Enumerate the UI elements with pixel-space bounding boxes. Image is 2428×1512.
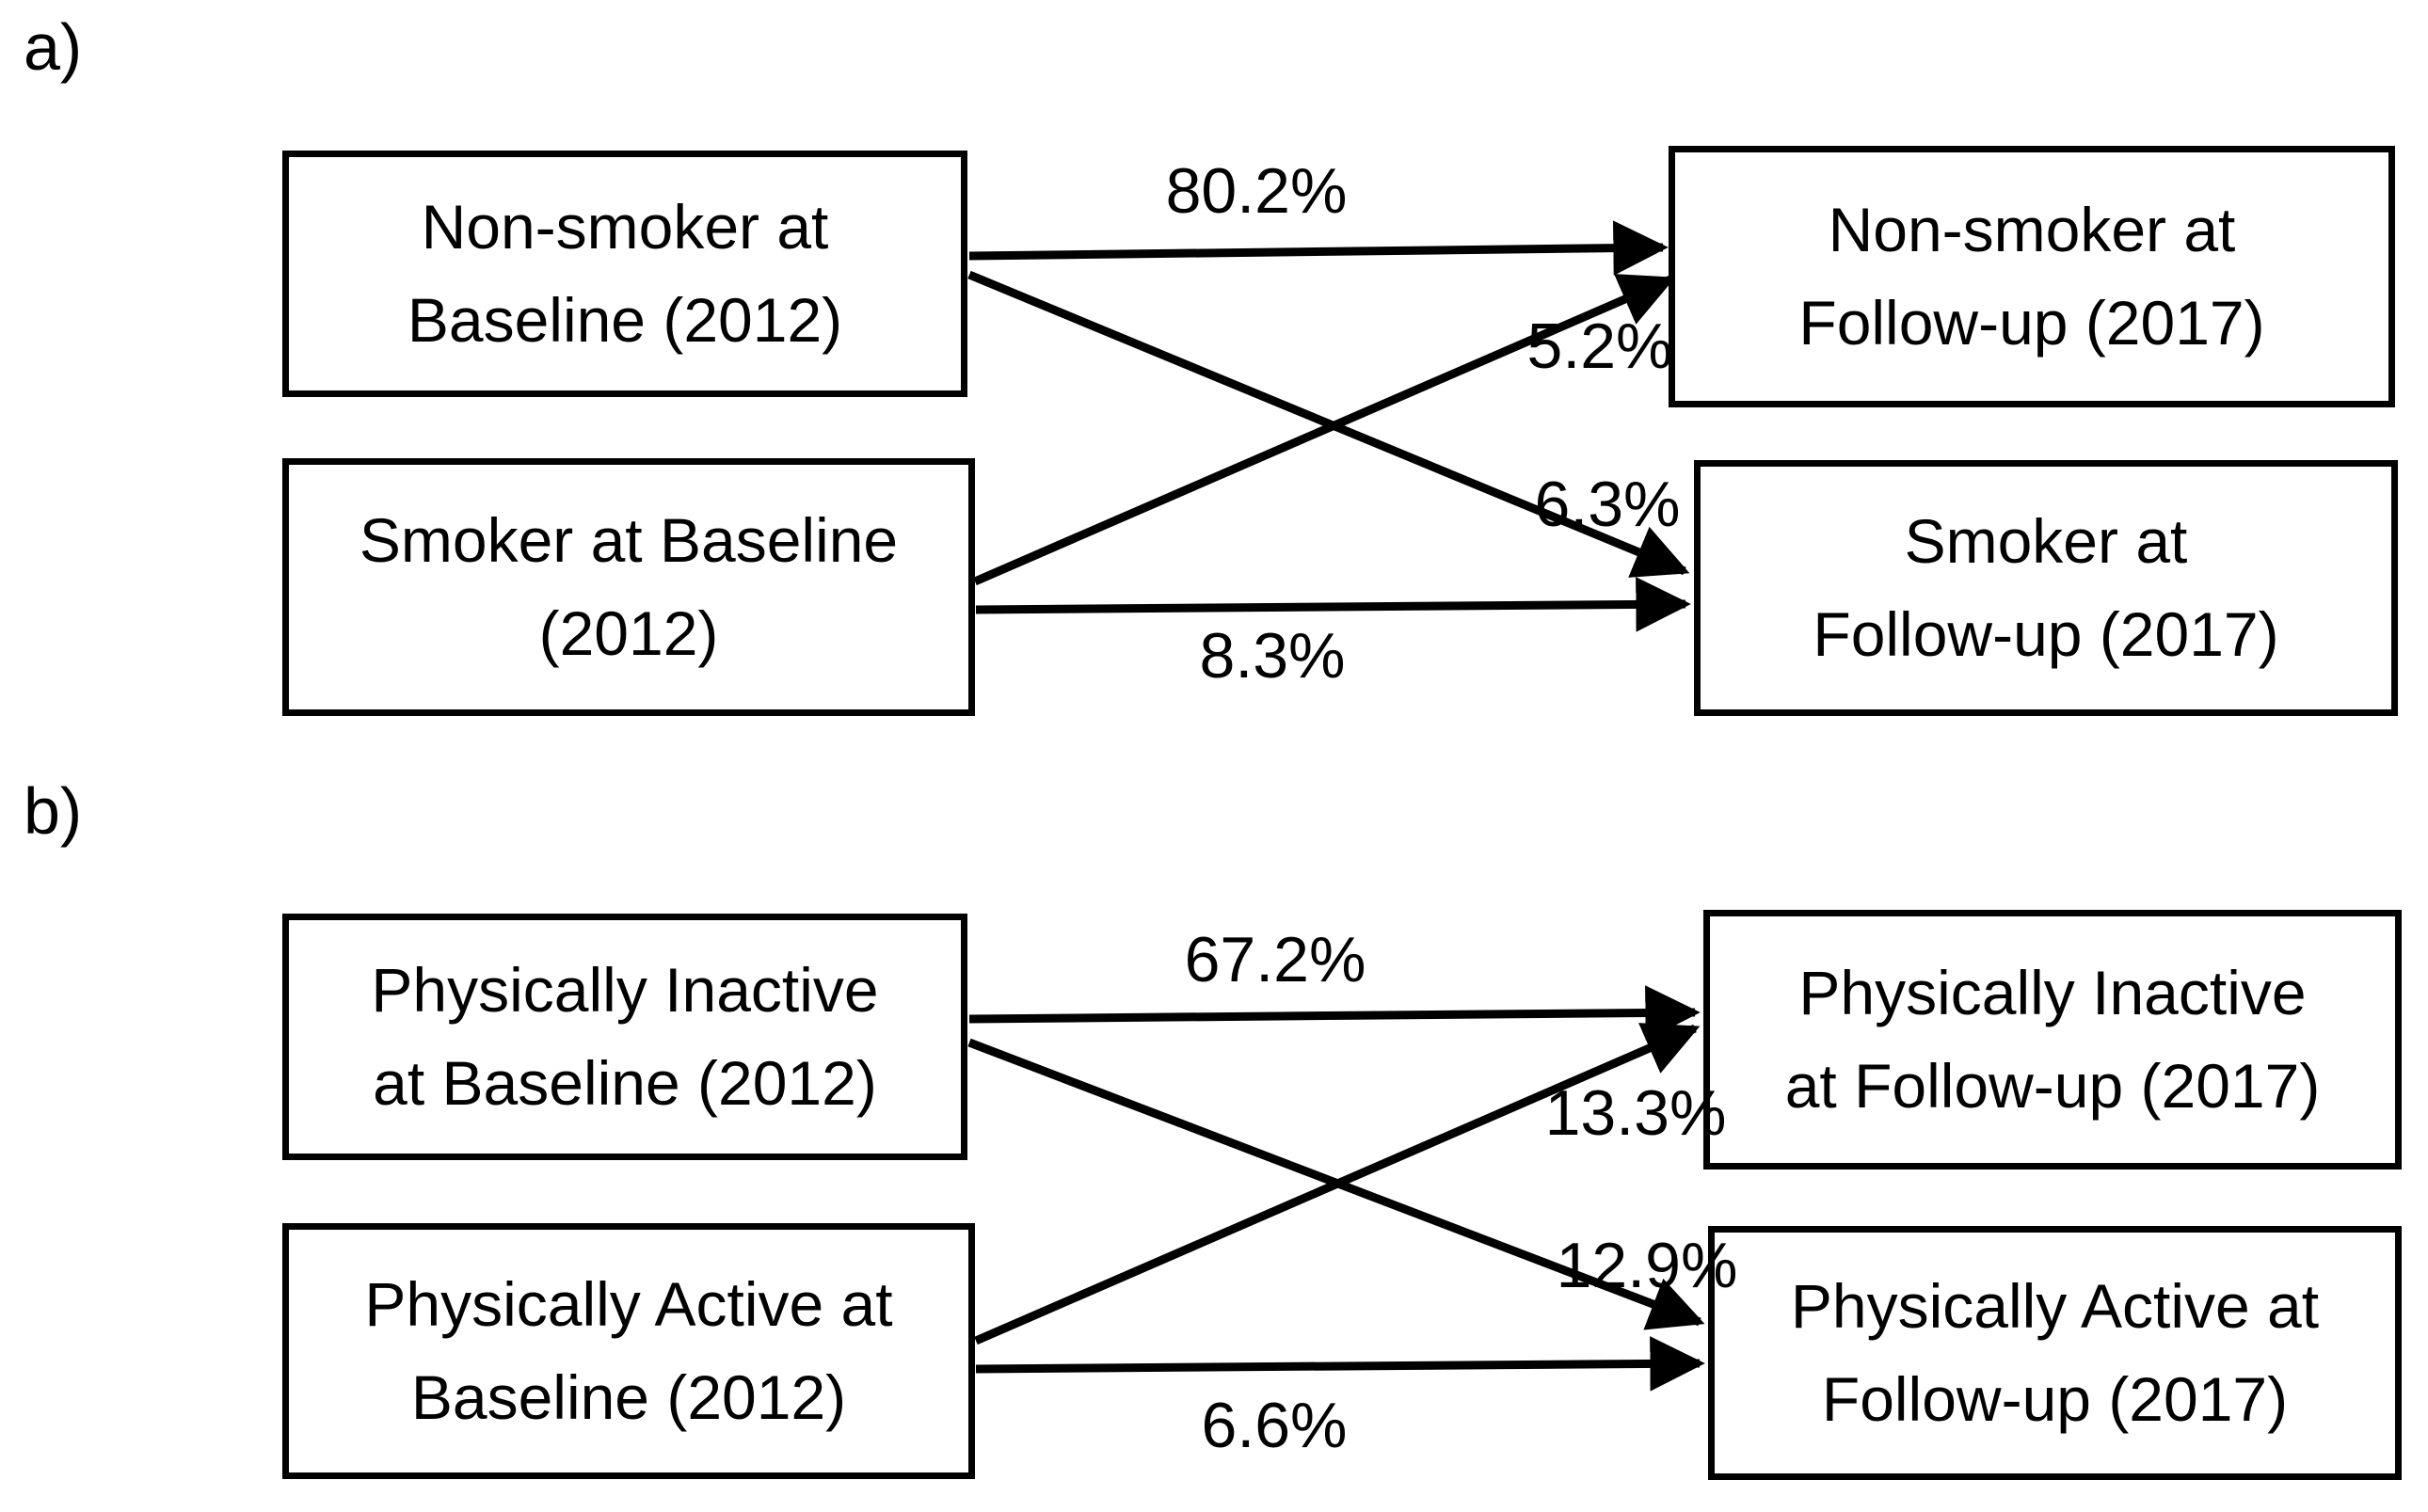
arrow-label-a-nonsmoker-to-smoker: 6.3% — [1534, 469, 1681, 540]
arrow-label-a-nonsmoker-to-nonsmoker: 80.2% — [1165, 155, 1348, 227]
arrow-a-nonsmoker-to-nonsmoker — [968, 220, 1669, 276]
arrow-label-b-active-to-active: 6.6% — [1201, 1390, 1348, 1461]
arrow-label-b-inactive-to-active: 12.9% — [1556, 1230, 1738, 1301]
arrow-a-smoker-to-nonsmoker — [973, 274, 1676, 586]
box-active-followup: Physically Active at Follow-up (2017) — [1708, 1226, 2402, 1480]
box-nonsmoker-baseline-label: Non-smoker at Baseline (2012) — [407, 192, 843, 355]
arrow-label-a-smoker-to-nonsmoker: 5.2% — [1526, 310, 1673, 382]
box-inactive-followup-label: Physically Inactive at Follow-up (2017) — [1784, 958, 2321, 1121]
panel-b-label: b) — [24, 774, 83, 848]
arrow-b-active-to-active — [975, 1336, 1705, 1392]
arrow-a-nonsmoker-to-smoker — [967, 270, 1690, 578]
panel-a-label: a) — [24, 10, 83, 84]
box-active-baseline-label: Physically Active at Baseline (2012) — [364, 1269, 893, 1432]
arrow-b-inactive-to-active — [967, 1038, 1705, 1330]
box-smoker-baseline: Smoker at Baseline (2012) — [282, 458, 975, 716]
box-smoker-followup-label: Smoker at Follow-up (2017) — [1813, 506, 2279, 669]
box-inactive-baseline-label: Physically Inactive at Baseline (2012) — [371, 955, 879, 1118]
arrow-b-inactive-to-inactive — [968, 985, 1701, 1041]
box-active-baseline: Physically Active at Baseline (2012) — [282, 1223, 975, 1479]
box-nonsmoker-followup: Non-smoker at Follow-up (2017) — [1669, 146, 2395, 407]
arrow-label-b-active-to-inactive: 13.3% — [1544, 1077, 1727, 1149]
arrow-label-b-inactive-to-inactive: 67.2% — [1184, 924, 1366, 995]
box-nonsmoker-followup-label: Non-smoker at Follow-up (2017) — [1798, 195, 2265, 358]
arrow-label-a-smoker-to-smoker: 8.3% — [1199, 620, 1346, 692]
arrow-a-smoker-to-smoker — [975, 577, 1691, 632]
box-nonsmoker-baseline: Non-smoker at Baseline (2012) — [282, 151, 967, 397]
box-active-followup-label: Physically Active at Follow-up (2017) — [1790, 1271, 2320, 1434]
box-inactive-baseline: Physically Inactive at Baseline (2012) — [282, 914, 967, 1160]
box-smoker-baseline-label: Smoker at Baseline (2012) — [359, 505, 899, 668]
box-inactive-followup: Physically Inactive at Follow-up (2017) — [1703, 910, 2402, 1170]
box-smoker-followup: Smoker at Follow-up (2017) — [1694, 460, 2398, 716]
